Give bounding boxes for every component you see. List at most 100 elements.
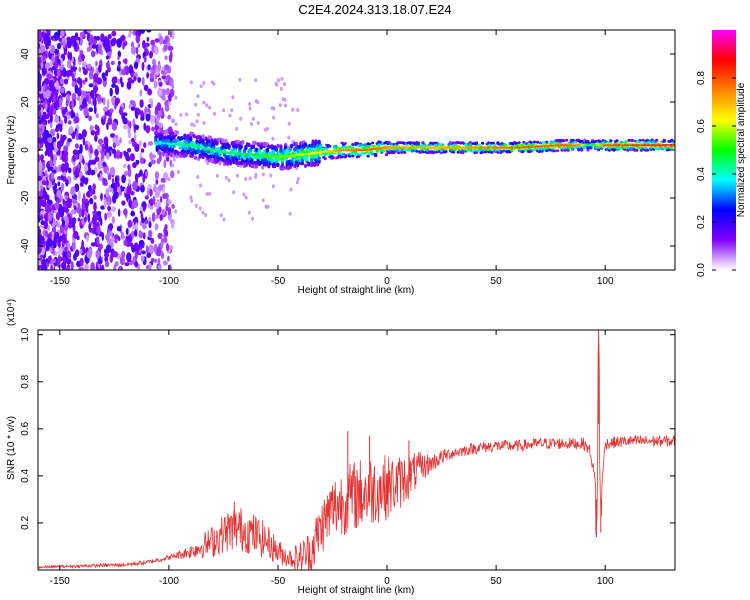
- noise-speck: [139, 99, 144, 108]
- noise-speck: [107, 205, 111, 212]
- ridge-cell: [325, 147, 329, 151]
- noise-speck: [154, 223, 159, 231]
- noise-speck: [111, 177, 115, 185]
- noise-speck: [291, 107, 295, 112]
- noise-speck: [196, 112, 200, 117]
- noise-speck: [132, 199, 139, 208]
- ridge-cell: [447, 142, 451, 146]
- ridge-cell: [563, 149, 567, 152]
- y-tick-label: 0.2: [20, 516, 31, 530]
- noise-speck: [167, 101, 171, 106]
- ridge-cell: [467, 148, 471, 152]
- noise-speck: [74, 116, 80, 124]
- ridge-cell: [484, 150, 488, 154]
- noise-speck: [127, 148, 132, 153]
- noise-speck: [163, 44, 168, 52]
- snr-data: [38, 330, 675, 570]
- noise-speck: [114, 261, 119, 267]
- noise-speck: [137, 77, 142, 83]
- ridge-cell: [197, 149, 201, 154]
- noise-speck: [118, 236, 121, 241]
- noise-speck: [96, 35, 101, 41]
- ridge-cell: [174, 139, 178, 144]
- noise-speck: [251, 216, 254, 221]
- noise-speck: [90, 50, 96, 58]
- noise-speck: [52, 242, 57, 249]
- noise-speck: [148, 141, 153, 146]
- noise-speck: [165, 156, 170, 162]
- noise-speck: [161, 95, 166, 101]
- ridge-cell: [380, 151, 384, 154]
- ridge-cell: [444, 150, 448, 154]
- ridge-cell: [235, 157, 239, 162]
- noise-speck: [49, 114, 53, 123]
- noise-speck: [194, 102, 198, 107]
- ridge-cell: [589, 145, 593, 149]
- ridge-cell: [452, 150, 456, 154]
- noise-speck: [222, 108, 226, 113]
- noise-speck: [160, 251, 164, 260]
- noise-speck: [78, 66, 82, 73]
- noise-speck: [46, 204, 52, 214]
- ridge-cell: [410, 144, 414, 148]
- noise-speck: [104, 252, 110, 258]
- ridge-cell: [317, 156, 321, 161]
- ridge-cell: [516, 143, 520, 147]
- noise-speck: [86, 46, 90, 53]
- noise-speck: [189, 195, 193, 200]
- noise-speck: [106, 55, 109, 60]
- noise-speck: [38, 83, 42, 92]
- ridge-cell: [397, 151, 401, 155]
- noise-speck: [40, 61, 44, 69]
- noise-speck: [143, 142, 147, 149]
- noise-speck: [104, 142, 109, 152]
- noise-speck: [71, 81, 77, 88]
- noise-speck: [74, 32, 79, 39]
- noise-speck: [68, 111, 71, 116]
- noise-speck: [38, 235, 41, 246]
- noise-speck: [90, 125, 94, 131]
- ridge-cell: [580, 148, 584, 152]
- noise-speck: [150, 114, 155, 125]
- noise-speck: [39, 44, 46, 53]
- noise-speck: [149, 72, 154, 79]
- noise-speck: [88, 223, 92, 231]
- noise-speck: [79, 257, 84, 267]
- y-tick-label: 20: [20, 96, 31, 108]
- ridge-cell: [371, 141, 375, 145]
- spectrogram-panel: -150 -100 -50 0 50 100 40 20 0 -20 -40 Height of s…: [6, 29, 676, 296]
- ridge-cell: [655, 138, 659, 142]
- x-tick-label: -100: [159, 576, 179, 587]
- noise-speck: [117, 55, 120, 61]
- noise-speck: [167, 45, 174, 52]
- noise-speck: [168, 53, 173, 63]
- noise-speck: [96, 225, 101, 235]
- noise-speck: [142, 40, 146, 49]
- ridge-cell: [342, 152, 346, 156]
- noise-speck: [73, 60, 76, 67]
- noise-speck: [83, 177, 89, 185]
- noise-speck: [42, 111, 47, 117]
- noise-speck: [130, 106, 135, 111]
- noise-speck: [74, 183, 80, 192]
- noise-speck: [96, 236, 100, 246]
- y-tick-label: 1.0: [20, 327, 31, 341]
- noise-speck: [92, 210, 96, 216]
- noise-speck: [105, 188, 110, 198]
- noise-speck: [112, 142, 116, 149]
- noise-speck: [49, 247, 53, 253]
- noise-speck: [206, 161, 210, 166]
- noise-speck: [116, 226, 122, 232]
- noise-speck: [202, 81, 206, 86]
- ridge-cell: [647, 140, 651, 144]
- noise-speck: [131, 230, 135, 239]
- noise-speck: [101, 264, 105, 270]
- noise-speck: [164, 99, 170, 107]
- noise-speck: [82, 192, 86, 203]
- noise-speck: [69, 51, 73, 61]
- noise-speck: [74, 249, 80, 257]
- ridge-cell: [461, 151, 465, 155]
- colorbar-gradient: [712, 30, 736, 270]
- noise-speck: [179, 113, 183, 117]
- noise-speck: [71, 240, 76, 251]
